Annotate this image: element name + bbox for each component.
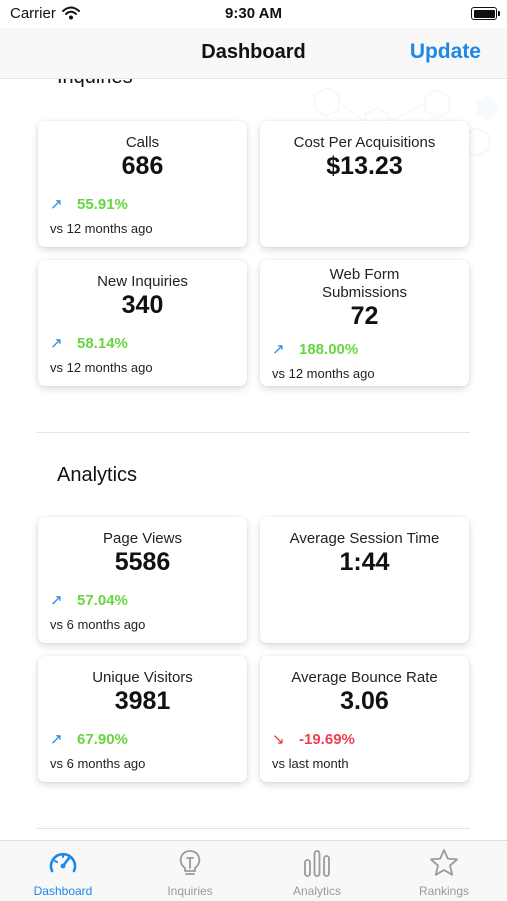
trend-up-icon: ↗ xyxy=(50,592,63,609)
speedometer-icon xyxy=(49,852,77,873)
section-title-inquiries: Inquiries xyxy=(57,78,133,89)
tab-dashboard[interactable]: Dashboard xyxy=(0,841,126,901)
card-value: 5586 xyxy=(114,548,171,576)
card-value: 3981 xyxy=(114,687,171,715)
card-label: Web Form Submissions xyxy=(321,266,408,301)
battery-icon xyxy=(471,7,500,20)
card-value: 1:44 xyxy=(339,548,390,576)
card-label: Cost Per Acquisitions xyxy=(293,134,436,151)
cost-per-acquisition-card[interactable]: Cost Per Acquisitions $13.23 xyxy=(260,121,469,247)
trend-percent: 57.04% xyxy=(77,592,128,609)
trend-indicator: ↗ 57.04% xyxy=(50,591,128,609)
dashboard-scroll-view[interactable]: Inquiries Calls 686 ↗ 55.91% vs 12 months… xyxy=(0,78,507,840)
average-session-time-card[interactable]: Average Session Time 1:44 xyxy=(260,517,469,643)
trend-indicator: ↗ 55.91% xyxy=(50,195,128,213)
unique-visitors-card[interactable]: Unique Visitors 3981 ↗ 67.90% vs 6 months… xyxy=(38,656,247,782)
trend-indicator: ↗ 58.14% xyxy=(50,334,128,352)
tab-label: Inquiries xyxy=(167,884,213,898)
page-title: Dashboard xyxy=(201,41,306,63)
comparison-period: vs 6 months ago xyxy=(50,756,146,771)
wifi-icon xyxy=(62,6,80,25)
update-button[interactable]: Update xyxy=(409,40,481,63)
trend-percent: 58.14% xyxy=(77,335,128,352)
card-label: Unique Visitors xyxy=(92,669,193,686)
trend-percent: -19.69% xyxy=(299,731,355,748)
web-form-submissions-card[interactable]: Web Form Submissions 72 ↗ 188.00% vs 12 m… xyxy=(260,260,469,386)
card-value: 72 xyxy=(350,302,379,330)
page-views-card[interactable]: Page Views 5586 ↗ 57.04% vs 6 months ago xyxy=(38,517,247,643)
new-inquiries-card[interactable]: New Inquiries 340 ↗ 58.14% vs 12 months a… xyxy=(38,260,247,386)
comparison-period: vs 12 months ago xyxy=(50,360,153,375)
card-value: 686 xyxy=(121,152,164,180)
trend-up-icon: ↗ xyxy=(50,335,63,352)
comparison-period: vs 12 months ago xyxy=(272,366,375,381)
tab-inquiries[interactable]: Inquiries xyxy=(127,841,253,901)
card-value: 340 xyxy=(121,291,164,319)
tab-label: Analytics xyxy=(292,884,342,898)
section-title-analytics: Analytics xyxy=(57,464,138,486)
trend-percent: 67.90% xyxy=(77,731,128,748)
trend-indicator: ↗ 67.90% xyxy=(50,730,128,748)
calls-card[interactable]: Calls 686 ↗ 55.91% vs 12 months ago xyxy=(38,121,247,247)
card-label: Calls xyxy=(125,134,160,151)
status-bar: Carrier 9:30 AM xyxy=(0,0,507,28)
tab-rankings[interactable]: Rankings xyxy=(381,841,507,901)
average-bounce-rate-card[interactable]: Average Bounce Rate 3.06 ↘ -19.69% vs las… xyxy=(260,656,469,782)
tab-label: Dashboard xyxy=(33,884,93,898)
tab-bar: Dashboard Inquiries Analytics Rankings xyxy=(0,840,507,901)
card-label: New Inquiries xyxy=(97,273,188,290)
section-divider xyxy=(37,828,470,829)
lightbulb-icon xyxy=(179,850,201,875)
trend-indicator: ↗ 188.00% xyxy=(272,340,358,358)
card-value: 3.06 xyxy=(340,687,389,715)
comparison-period: vs 6 months ago xyxy=(50,617,146,632)
star-icon xyxy=(430,849,458,876)
carrier-label: Carrier xyxy=(10,5,56,22)
comparison-period: vs 12 months ago xyxy=(50,221,153,236)
tab-analytics[interactable]: Analytics xyxy=(254,841,380,901)
status-time: 9:30 AM xyxy=(225,5,282,22)
trend-up-icon: ↗ xyxy=(50,731,63,748)
card-label: Average Session Time xyxy=(289,530,440,547)
trend-percent: 55.91% xyxy=(77,196,128,213)
card-label: Average Bounce Rate xyxy=(291,669,438,686)
trend-percent: 188.00% xyxy=(299,341,359,358)
comparison-period: vs last month xyxy=(272,756,349,771)
navigation-bar: Dashboard Update xyxy=(0,28,507,79)
card-value: $13.23 xyxy=(326,152,403,180)
card-label: Page Views xyxy=(103,530,182,547)
bar-chart-icon xyxy=(304,850,330,877)
tab-label: Rankings xyxy=(418,884,470,898)
trend-indicator: ↘ -19.69% xyxy=(272,730,355,748)
trend-down-icon: ↘ xyxy=(272,731,285,748)
trend-up-icon: ↗ xyxy=(50,196,63,213)
trend-up-icon: ↗ xyxy=(272,341,285,358)
section-divider xyxy=(37,432,470,433)
